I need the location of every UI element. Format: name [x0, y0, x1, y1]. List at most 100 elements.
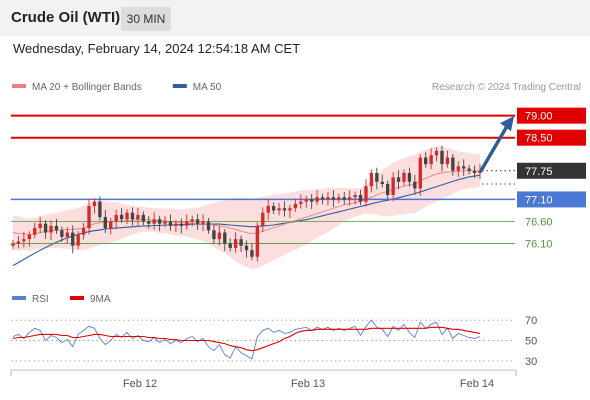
candle-body-6	[43, 223, 48, 233]
candle-body-31	[179, 223, 184, 226]
candle-body-35	[201, 221, 205, 224]
level-box-0	[517, 107, 586, 124]
level-box-3	[517, 191, 586, 208]
candle-body-8	[54, 225, 59, 231]
candle-body-64	[358, 195, 363, 202]
candle-body-65	[364, 186, 368, 202]
legend-label-0: MA 20 + Bollinger Bands	[32, 82, 142, 93]
candle-body-49	[277, 208, 281, 211]
rsi-legend-label-1: 9MA	[90, 294, 111, 305]
candle-body-81	[451, 157, 455, 171]
candle-body-43	[244, 245, 249, 251]
candle-body-66	[369, 172, 374, 187]
candle-body-29	[168, 221, 173, 226]
candle-body-22	[130, 212, 135, 220]
x-tick-2: Feb 14	[460, 378, 494, 390]
candle-body-76	[424, 157, 428, 165]
rsi-legend-swatch-0	[12, 296, 26, 300]
arrow-shaft	[479, 124, 509, 173]
level-labels: 79.00 78.50 77.75 77.10 76.60 76.10	[517, 107, 586, 251]
rsi-legend-label-0: RSI	[32, 294, 49, 305]
candle-body-2	[22, 239, 26, 242]
candle-body-77	[429, 155, 433, 165]
candle-body-41	[233, 239, 238, 248]
candle-body-54	[304, 199, 308, 202]
ma50-path	[12, 174, 481, 267]
candle-body-1	[16, 241, 21, 244]
candle-body-24	[141, 214, 146, 222]
candle-body-5	[38, 223, 42, 229]
bollinger-band	[13, 146, 480, 270]
candle-body-15	[92, 201, 97, 207]
candle-body-44	[250, 250, 254, 257]
bollinger-area	[13, 146, 480, 270]
x-tick-0: Feb 12	[123, 378, 157, 390]
candle-body-78	[434, 150, 439, 156]
rsi-tick-1: 50	[525, 336, 537, 348]
candle-body-38	[217, 232, 222, 240]
candle-body-55	[309, 199, 314, 202]
candle-body-50	[282, 208, 287, 211]
candle-body-83	[462, 166, 466, 169]
rsi-legend-swatch-1	[70, 296, 84, 300]
candle-body-51	[288, 208, 292, 211]
candle-body-60	[337, 197, 341, 200]
legend-swatch-0	[12, 84, 26, 88]
rsi-legend: RSI 9MA	[12, 294, 111, 305]
level-label-0: 79.00	[525, 111, 553, 123]
interval-badge[interactable]: 30 MIN	[121, 7, 171, 31]
price-legend: MA 20 + Bollinger Bands MA 50	[12, 82, 222, 93]
level-label-3: 77.10	[525, 194, 553, 206]
level-label-4: 76.60	[525, 216, 553, 228]
candle-body-0	[11, 243, 15, 246]
rsi-gridlines: 70 50 30	[11, 315, 537, 368]
candle-body-14	[87, 206, 91, 229]
candle-body-80	[445, 157, 450, 165]
candle-body-61	[342, 197, 346, 200]
candle-body-75	[418, 157, 422, 189]
candle-body-85	[472, 170, 477, 173]
candle-body-71	[396, 177, 401, 182]
candle-body-32	[185, 221, 189, 226]
candle-body-42	[239, 239, 243, 246]
candle-body-56	[315, 197, 319, 202]
rsi-tick-2: 30	[525, 356, 537, 368]
candle-body-30	[174, 223, 178, 226]
candle-body-67	[375, 172, 379, 182]
chart-header: Crude Oil (WTI) 30 MIN	[0, 0, 590, 36]
x-axis: Feb 12 Feb 13 Feb 14	[10, 369, 517, 390]
rsi-panel	[12, 319, 481, 360]
candle-body-57	[320, 197, 325, 200]
candle-body-21	[125, 212, 129, 220]
candle-body-39	[223, 232, 227, 244]
candle-body-70	[391, 177, 395, 196]
x-tick-1: Feb 13	[291, 378, 325, 390]
candle-body-10	[65, 232, 69, 237]
candle-body-73	[407, 172, 412, 182]
level-label-5: 76.10	[525, 239, 553, 251]
candle-body-62	[347, 197, 352, 200]
candle-body-58	[326, 197, 330, 200]
candle-body-37	[212, 230, 216, 240]
candle-body-7	[49, 225, 53, 233]
candle-body-20	[119, 214, 124, 220]
candle-body-33	[190, 219, 194, 222]
candle-body-4	[33, 228, 37, 235]
candle-body-45	[255, 225, 260, 257]
timestamp: Wednesday, February 14, 2024 12:54:18 AM…	[13, 41, 301, 56]
candle-body-13	[81, 228, 86, 235]
rsi-series-9ma	[12, 326, 481, 352]
candle-body-25	[147, 221, 151, 224]
ma20-line	[12, 170, 480, 236]
candle-body-53	[299, 201, 303, 204]
candle-body-18	[109, 221, 113, 229]
candle-body-48	[271, 206, 276, 211]
candle-body-34	[195, 219, 200, 224]
level-label-1: 78.50	[525, 133, 553, 145]
legend-label-1: MA 50	[193, 82, 222, 93]
candle-body-79	[440, 150, 444, 165]
candle-body-72	[402, 172, 406, 182]
candle-body-59	[331, 197, 336, 200]
ma50-line	[12, 174, 481, 267]
